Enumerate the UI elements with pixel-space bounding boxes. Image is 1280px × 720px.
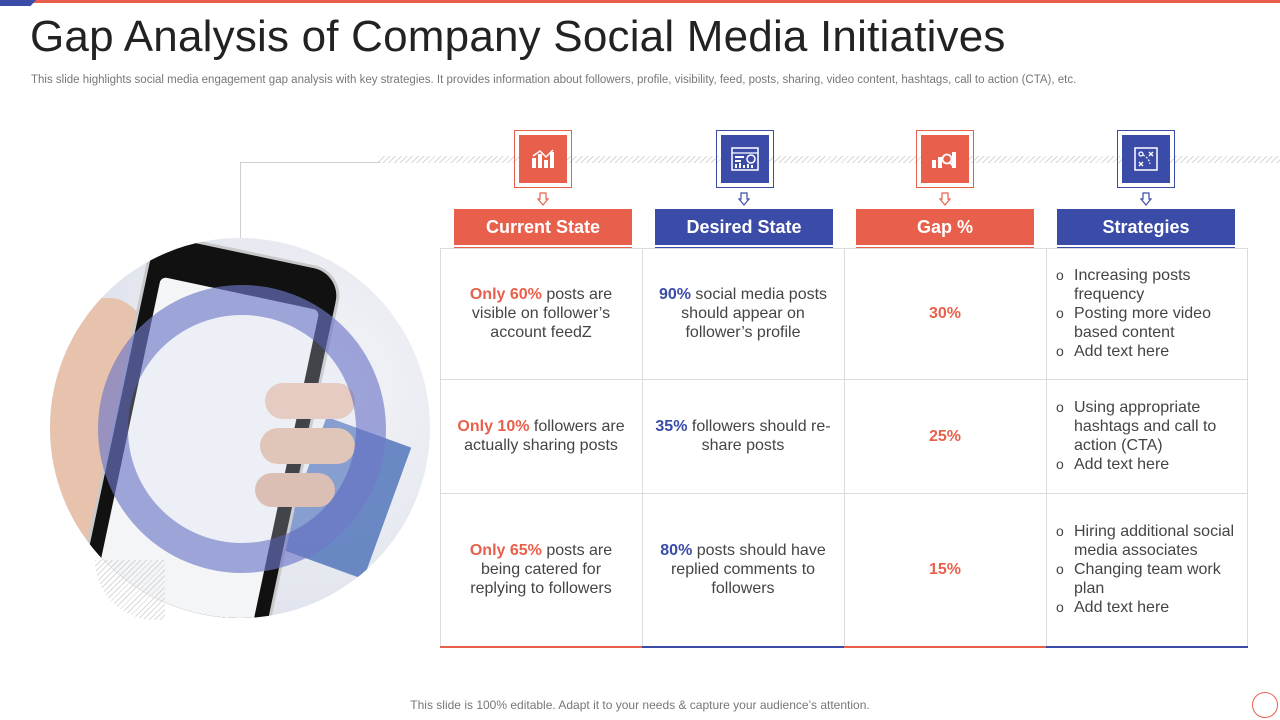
strategies-list: Increasing posts frequency Posting more … [1056, 266, 1240, 361]
page-title: Gap Analysis of Company Social Media Ini… [30, 12, 1006, 61]
header-desired-state: Desired State [655, 209, 833, 245]
connector-line-vertical [240, 162, 241, 242]
table-gridline [844, 248, 845, 648]
corner-circle-decoration [1252, 692, 1278, 718]
table-bottom-accent [1046, 646, 1248, 648]
desired-state-highlight: 35% [655, 418, 688, 435]
table-cell-desired-state: 80% posts should have replied comments t… [642, 493, 844, 646]
table-cell-strategies: Increasing posts frequency Posting more … [1046, 248, 1248, 379]
desired-state-text: followers should re-share posts [687, 418, 831, 454]
desired-state-icon-box [716, 130, 774, 188]
desired-state-text: social media posts should appear on foll… [681, 286, 828, 341]
strategy-item: Posting more video based content [1056, 304, 1240, 342]
current-state-text: followers are actually sharing posts [464, 418, 625, 454]
strategy-item: Add text here [1056, 342, 1240, 361]
gap-icon-box [916, 130, 974, 188]
table-gridline [1247, 248, 1248, 648]
gap-analysis-table: Only 60% posts are visible on follower’s… [440, 248, 1248, 648]
strategies-list: Using appropriate hashtags and call to a… [1056, 398, 1240, 474]
table-bottom-accent [844, 646, 1046, 648]
table-cell-desired-state: 90% social media posts should appear on … [642, 248, 844, 379]
header-gap-percent: Gap % [856, 209, 1034, 245]
arrow-down-icon [1140, 192, 1152, 206]
strategy-item: Hiring additional social media associate… [1056, 522, 1240, 560]
header-strategies: Strategies [1057, 209, 1235, 245]
header-current-state: Current State [454, 209, 632, 245]
strategy-item: Changing team work plan [1056, 560, 1240, 598]
current-state-icon-box [514, 130, 572, 188]
strategy-item: Using appropriate hashtags and call to a… [1056, 398, 1240, 455]
table-cell-strategies: Using appropriate hashtags and call to a… [1046, 379, 1248, 493]
table-cell-current-state: Only 10% followers are actually sharing … [440, 379, 642, 493]
table-cell-gap: 30% [928, 305, 962, 322]
decorative-ring-inner [128, 315, 356, 543]
footer-note: This slide is 100% editable. Adapt it to… [0, 698, 1280, 712]
table-gridline [440, 379, 1248, 380]
header-underline [856, 247, 1034, 248]
desired-state-text: posts should have replied comments to fo… [670, 542, 826, 597]
table-gridline [440, 493, 1248, 494]
strategy-item: Add text here [1056, 598, 1240, 617]
current-state-highlight: Only 60% [469, 286, 542, 303]
strategies-icon-box [1117, 130, 1175, 188]
table-cell-strategies: Hiring additional social media associate… [1046, 493, 1248, 646]
table-cell-current-state: Only 65% posts are being catered for rep… [440, 493, 642, 646]
bar-chart-icon [532, 149, 554, 168]
header-underline [655, 247, 833, 248]
desired-state-highlight: 90% [658, 286, 691, 303]
arrow-down-icon [738, 192, 750, 206]
dashboard-icon [731, 147, 759, 171]
current-state-highlight: Only 65% [469, 542, 542, 559]
strategy-board-icon [1134, 147, 1158, 171]
header-underline [1057, 247, 1235, 248]
current-state-text: posts are visible on follower’s account … [471, 286, 613, 341]
connector-line-horizontal [240, 162, 380, 163]
table-bottom-accent [642, 646, 844, 648]
table-cell-gap: 15% [928, 561, 962, 578]
arrow-down-icon [537, 192, 549, 206]
top-border-line [0, 0, 1280, 3]
table-gridline [642, 248, 643, 648]
page-subtitle: This slide highlights social media engag… [31, 74, 1077, 86]
hatched-connector-line [378, 156, 1280, 163]
footer-text: This slide is 100% editable. Adapt it to… [410, 698, 870, 712]
header-underline [454, 247, 632, 248]
top-accent-tab [0, 0, 36, 6]
strategy-item: Increasing posts frequency [1056, 266, 1240, 304]
table-gridline [440, 248, 441, 648]
table-cell-gap: 25% [928, 427, 962, 445]
current-state-highlight: Only 10% [457, 418, 530, 435]
table-gridline [1046, 248, 1047, 648]
desired-state-highlight: 80% [660, 542, 693, 559]
arrow-down-icon [939, 192, 951, 206]
strategy-item: Add text here [1056, 455, 1240, 474]
current-state-text: posts are being catered for replying to … [470, 542, 613, 597]
table-cell-desired-state: 35% followers should re-share posts [642, 379, 844, 493]
chart-magnifier-icon [932, 152, 956, 168]
strategies-list: Hiring additional social media associate… [1056, 522, 1240, 617]
table-cell-current-state: Only 60% posts are visible on follower’s… [440, 248, 642, 379]
table-bottom-accent [440, 646, 642, 648]
table-gridline [440, 248, 1248, 249]
